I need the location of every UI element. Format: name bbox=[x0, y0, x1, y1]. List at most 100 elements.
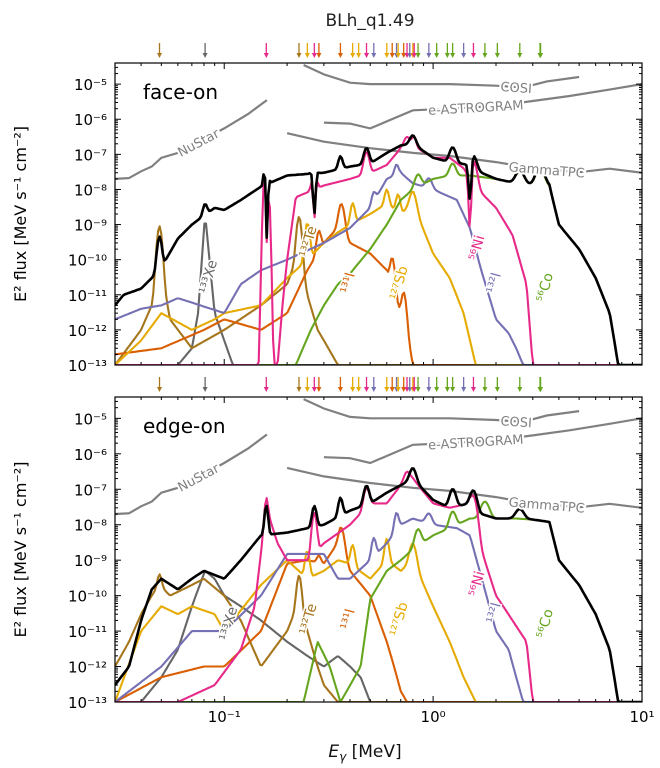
isotope-label-sb127: ¹²⁷Sb bbox=[387, 600, 411, 638]
x-axis-label: Eγ [MeV] bbox=[328, 742, 401, 764]
series-xe133 bbox=[115, 570, 642, 702]
sensitivity-label-cosi: COSI bbox=[500, 80, 532, 97]
line-marker-arrow bbox=[415, 387, 421, 392]
line-marker-arrow bbox=[157, 387, 163, 392]
sensitivity-curve-nustar bbox=[115, 433, 268, 516]
plot-area bbox=[115, 398, 642, 702]
line-marker-arrow bbox=[371, 53, 377, 58]
series-i132 bbox=[115, 163, 642, 365]
line-marker-arrow bbox=[482, 53, 488, 58]
series-sb127 bbox=[115, 537, 642, 702]
line-marker-arrow bbox=[395, 387, 401, 392]
line-marker-arrow bbox=[202, 53, 208, 58]
panel-label: face-on bbox=[143, 80, 218, 104]
sensitivity-curve-gammatpc bbox=[286, 466, 642, 509]
line-marker-arrow bbox=[401, 387, 407, 392]
line-marker-arrow bbox=[389, 53, 395, 58]
line-marker-arrow bbox=[364, 387, 370, 392]
line-marker-arrow bbox=[202, 387, 208, 392]
line-marker-arrow bbox=[316, 387, 322, 392]
y-tick-label: 10⁻⁸ bbox=[74, 181, 107, 199]
y-tick-label: 10⁻¹² bbox=[68, 322, 107, 340]
y-tick-label: 10⁻⁸ bbox=[74, 517, 107, 535]
y-tick-label: 10⁻¹³ bbox=[68, 357, 107, 375]
y-tick-label: 10⁻⁹ bbox=[74, 217, 107, 235]
line-marker-arrow bbox=[517, 387, 523, 392]
sensitivity-label-e-astrogram: e-ASTROGRAM bbox=[428, 433, 524, 454]
y-tick-label: 10⁻¹⁰ bbox=[68, 588, 107, 606]
line-marker-arrow bbox=[401, 53, 407, 58]
panel-edge-on: COSI e-ASTROGRAM NuStar GammaTPC ¹³³Xe ¹³²Te ¹… bbox=[11, 377, 655, 726]
sensitivity-curve-e-astrogram bbox=[323, 417, 642, 465]
line-marker-arrow bbox=[263, 53, 269, 58]
line-marker-arrow bbox=[356, 387, 362, 392]
sensitivity-label-gammatpc: GammaTPC bbox=[508, 160, 585, 181]
plot-area bbox=[115, 64, 642, 365]
sensitivity-label-nustar: NuStar bbox=[176, 126, 223, 160]
line-marker-arrow bbox=[411, 53, 417, 58]
line-marker-arrow bbox=[444, 53, 450, 58]
x-tick-label: 10⁰ bbox=[421, 708, 446, 726]
line-marker-arrow bbox=[494, 53, 500, 58]
y-tick-label: 10⁻⁹ bbox=[74, 552, 107, 570]
series-ni56 bbox=[115, 135, 642, 365]
line-marker-arrow bbox=[461, 53, 467, 58]
line-marker-arrow bbox=[411, 387, 417, 392]
line-marker-arrow bbox=[389, 387, 395, 392]
line-marker-arrow bbox=[296, 387, 302, 392]
isotope-label-sb127: ¹²⁷Sb bbox=[387, 264, 411, 302]
line-marker-arrow bbox=[304, 53, 310, 58]
isotope-label-i131: ¹³¹I bbox=[338, 607, 359, 631]
sensitivity-label-cosi: COSI bbox=[500, 414, 532, 431]
line-marker-arrow bbox=[364, 53, 370, 58]
sensitivity-label-e-astrogram: e-ASTROGRAM bbox=[428, 98, 524, 119]
line-marker-arrow bbox=[482, 387, 488, 392]
isotope-label-co56: ⁵⁶Co bbox=[534, 271, 557, 304]
series-i132 bbox=[115, 512, 642, 702]
y-tick-label: 10⁻¹¹ bbox=[68, 623, 107, 641]
series-i131 bbox=[115, 526, 642, 702]
y-tick-label: 10⁻¹⁰ bbox=[68, 252, 107, 270]
series-te132 bbox=[115, 216, 642, 365]
line-marker-arrow bbox=[263, 387, 269, 392]
sensitivity-curve-gammatpc bbox=[286, 132, 642, 174]
series-total bbox=[115, 134, 642, 365]
line-marker-arrow bbox=[311, 53, 317, 58]
y-tick-label: 10⁻⁵ bbox=[74, 76, 107, 94]
y-tick-label: 10⁻¹² bbox=[68, 659, 107, 677]
y-tick-label: 10⁻⁷ bbox=[74, 146, 107, 164]
line-marker-arrow bbox=[538, 53, 544, 58]
y-tick-label: 10⁻⁷ bbox=[74, 481, 107, 499]
sensitivity-curve-nustar bbox=[115, 99, 268, 180]
line-marker-arrow bbox=[337, 387, 343, 392]
series-total bbox=[115, 467, 642, 702]
line-marker-arrow bbox=[538, 387, 544, 392]
line-marker-arrow bbox=[296, 53, 302, 58]
sensitivity-curve-e-astrogram bbox=[323, 83, 642, 130]
isotope-label-co56: ⁵⁶Co bbox=[534, 607, 557, 640]
sensitivity-curve-cosi bbox=[303, 64, 580, 89]
series-i131 bbox=[115, 203, 642, 365]
line-marker-arrow bbox=[395, 53, 401, 58]
y-axis-label: E² flux [MeV s⁻¹ cm⁻²] bbox=[11, 461, 30, 637]
line-marker-arrow bbox=[384, 53, 390, 58]
isotope-label-i132: ¹³²I bbox=[484, 271, 505, 295]
line-marker-arrow bbox=[356, 53, 362, 58]
y-tick-label: 10⁻¹³ bbox=[68, 694, 107, 712]
axes-frame bbox=[114, 62, 643, 366]
y-tick-label: 10⁻⁶ bbox=[74, 446, 107, 464]
panel-face-on: COSIe-ASTROGRAMNuStarGammaTPC¹³³Xe¹³²Te¹… bbox=[11, 43, 643, 375]
isotope-label-te132: ¹³²Te bbox=[297, 602, 321, 637]
x-tick-label: 10⁻¹ bbox=[208, 708, 241, 726]
line-marker-arrow bbox=[444, 387, 450, 392]
isotope-label-ni56: ⁵⁶Ni bbox=[466, 234, 488, 263]
line-marker-arrow bbox=[517, 53, 523, 58]
sensitivity-label-gammatpc: GammaTPC bbox=[508, 495, 585, 516]
isotope-label-i131: ¹³¹I bbox=[338, 271, 359, 295]
series-xe133 bbox=[115, 222, 642, 365]
figure-title: BLh_q1.49 bbox=[325, 11, 414, 31]
line-marker-arrow bbox=[434, 387, 440, 392]
line-marker-arrow bbox=[350, 53, 356, 58]
y-axis-label: E² flux [MeV s⁻¹ cm⁻²] bbox=[11, 126, 30, 302]
